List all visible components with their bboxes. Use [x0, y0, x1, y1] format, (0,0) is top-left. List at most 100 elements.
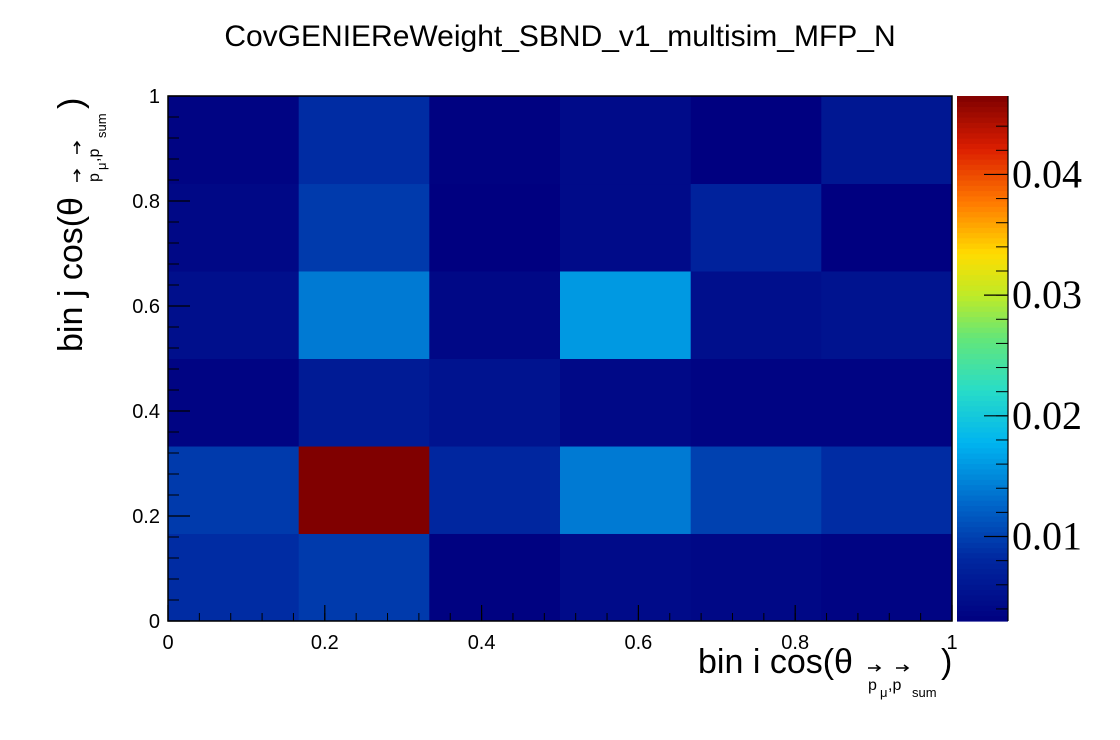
y-axis-label-sub-sum: sum [94, 113, 109, 138]
color-scale-segment [957, 138, 1008, 144]
y-axis-label-arrow-2 [73, 140, 81, 154]
x-tick-label: 0.6 [624, 632, 652, 654]
color-scale-segment [957, 153, 1008, 160]
y-axis-label-sub-mu: μ [94, 163, 109, 171]
y-tick-label: 0.6 [132, 296, 160, 318]
color-scale-segment [957, 216, 1008, 223]
color-scale-segment [957, 290, 1008, 297]
x-axis-label: bin i cos(θ p μ ,p sum ) [698, 643, 952, 700]
color-scale-segment [957, 122, 1008, 129]
color-scale-segment [957, 589, 1008, 596]
heatmap-cell-5-5 [821, 96, 953, 185]
color-scale-segment [957, 390, 1008, 396]
heatmap-cell-3-3 [560, 270, 692, 359]
color-scale-segment [957, 201, 1008, 207]
color-scale-segment [957, 579, 1008, 585]
color-scale-segment [957, 468, 1008, 475]
color-scale-segment [957, 195, 1008, 202]
color-scale-segment [957, 348, 1008, 354]
color-scale-segment [957, 547, 1008, 554]
chart-title: CovGENIEReWeight_SBND_v1_multisim_MFP_N [224, 20, 895, 53]
color-scale-segment [957, 421, 1008, 428]
color-scale-segment [957, 316, 1008, 323]
x-tick-label: 0.2 [311, 632, 339, 654]
color-scale-segment [957, 516, 1008, 522]
y-tick-label: 0.2 [132, 506, 160, 528]
color-scale-segment [957, 426, 1008, 433]
color-scale-segment [957, 453, 1008, 459]
y-tick-label: 0 [149, 611, 160, 633]
color-scale-segment [957, 148, 1008, 155]
heatmap-cell-0-4 [168, 183, 300, 272]
heatmap-cell-4-3 [690, 270, 822, 359]
heatmap-cell-5-4 [821, 183, 953, 272]
y-axis-label-arrow-1 [73, 168, 81, 182]
color-scale-segment [957, 232, 1008, 239]
heatmap-cell-3-1 [560, 446, 692, 534]
color-scale-segment [957, 264, 1008, 270]
heatmap-cell-4-1 [690, 446, 822, 534]
color-scale-segment [957, 363, 1008, 370]
color-scale-segment [957, 463, 1008, 470]
color-scale-segment [957, 96, 1008, 102]
color-scale-segment [957, 237, 1008, 244]
heatmap-cell-0-2 [168, 358, 300, 447]
color-scale-segment [957, 442, 1008, 449]
heatmap-cell-2-3 [429, 270, 561, 359]
color-scale-segment [957, 500, 1008, 507]
heatmap-cell-5-3 [821, 270, 953, 359]
heatmap-cell-0-5 [168, 96, 300, 185]
color-scale-segment [957, 563, 1008, 570]
color-scale-segment [957, 169, 1008, 176]
heatmap-cell-4-5 [690, 96, 822, 185]
x-axis-label-arrow-2 [896, 664, 910, 672]
color-scale-segment [957, 610, 1008, 617]
heatmap-cell-5-1 [821, 446, 953, 534]
color-scale-segment [957, 269, 1008, 276]
heatmap-cell-2-4 [429, 183, 561, 272]
y-axis-label-sub-p: p [86, 173, 103, 182]
x-tick-label: 1 [946, 632, 957, 654]
color-scale-segment [957, 306, 1008, 312]
color-scale-segment [957, 458, 1008, 465]
heatmap-cell-5-0 [821, 533, 953, 622]
heatmap-cell-1-1 [298, 446, 430, 534]
color-scale-segment [957, 337, 1008, 344]
heatmap-cell-3-4 [560, 183, 692, 272]
color-scale-segment [957, 332, 1008, 339]
heatmap-cell-1-5 [298, 96, 430, 185]
color-scale-segment [957, 489, 1008, 496]
color-scale-segment [957, 164, 1008, 171]
heatmap-cell-4-0 [690, 533, 822, 622]
heatmap-cell-1-3 [298, 270, 430, 359]
y-axis-label-sub-p2: ,p [86, 149, 103, 162]
color-scale-segment [957, 253, 1008, 260]
color-scale-segment [957, 243, 1008, 249]
x-axis-label-arrow-1 [868, 664, 882, 672]
color-scale-segment [957, 605, 1008, 612]
y-tick-label: 1 [149, 86, 160, 108]
heatmap-cells [168, 96, 953, 622]
color-scale-segment [957, 248, 1008, 255]
color-scale-segment [957, 542, 1008, 549]
x-tick-label: 0 [162, 632, 173, 654]
z-axis: 0.01 0.02 0.03 0.04 [984, 96, 1082, 621]
color-scale-segment [957, 405, 1008, 412]
color-scale-segment [957, 411, 1008, 417]
color-scale-segment [957, 537, 1008, 543]
color-scale-segment [957, 159, 1008, 165]
color-scale-segment [957, 568, 1008, 575]
color-scale-segment [957, 400, 1008, 407]
color-scale-segment [957, 300, 1008, 307]
color-scale-segment [957, 222, 1008, 228]
color-scale-segment [957, 484, 1008, 491]
x-axis-label-close: ) [941, 643, 952, 681]
color-scale-segment [957, 327, 1008, 333]
plot-frame [167, 95, 953, 622]
y-axis-label: bin j cos(θ p μ ,p sum ) [52, 98, 109, 352]
heatmap-cell-3-2 [560, 358, 692, 447]
color-scale-segment [957, 211, 1008, 218]
x-axis-label-sub-mu: μ [880, 685, 888, 700]
heatmap-cell-4-4 [690, 183, 822, 272]
color-scale-segment [957, 573, 1008, 580]
